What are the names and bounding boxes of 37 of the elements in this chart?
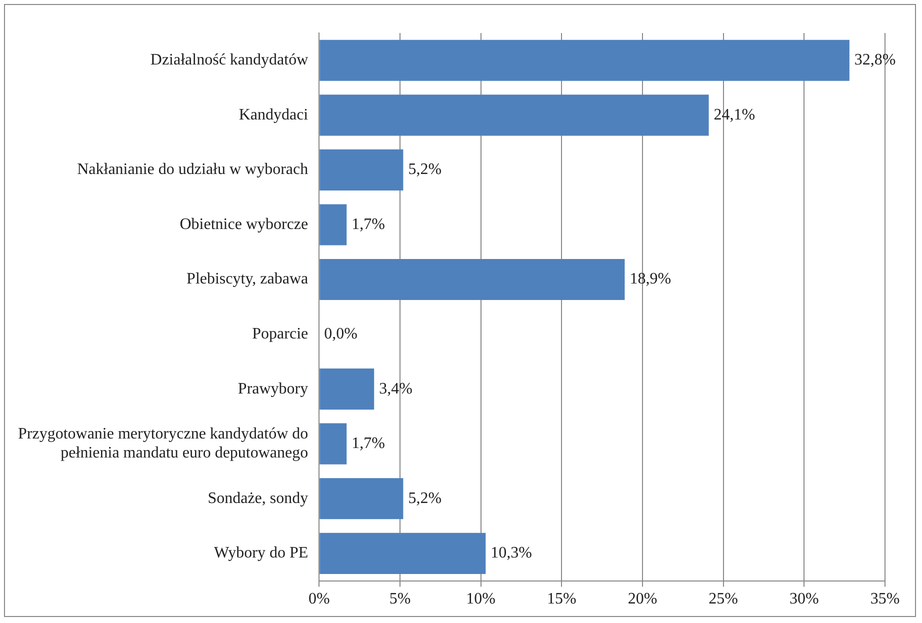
y-tick-label: Prawybory <box>238 380 308 398</box>
bar <box>320 258 625 300</box>
y-tick-label: Nakłanianie do udziału w wyborach <box>77 161 308 178</box>
x-tick-label: 25% <box>708 590 738 608</box>
data-label: 24,1% <box>714 106 756 124</box>
data-label: 18,9% <box>630 270 672 288</box>
x-tick-label: 5% <box>389 590 411 608</box>
bar <box>320 423 347 464</box>
x-tick-label: 20% <box>628 590 658 608</box>
bar <box>320 532 486 574</box>
x-tick-label: 30% <box>790 590 819 608</box>
data-label: 10,3% <box>490 544 532 562</box>
x-tick-label: 35% <box>870 590 900 608</box>
data-label: 0,0% <box>324 325 358 342</box>
x-tick-label: 0% <box>308 590 330 608</box>
y-tick-label: Sondaże, sondy <box>208 490 308 507</box>
y-tick-label: Przygotowanie merytoryczne kandydatów do pełnienia mandatu euro deputowanego <box>18 425 308 462</box>
data-label: 5,2% <box>408 490 442 507</box>
y-tick-label: Wybory do PE <box>214 544 308 562</box>
bar <box>320 478 404 520</box>
bar <box>320 40 850 81</box>
y-tick-label: Obietnice wyborcze <box>180 216 308 233</box>
y-tick-label: Kandydaci <box>238 106 309 124</box>
x-tick-label: 10% <box>466 590 496 608</box>
data-label: 32,8% <box>854 52 896 69</box>
bar <box>320 368 374 410</box>
x-tick-label: 15% <box>546 590 576 608</box>
bar <box>320 149 404 190</box>
bar <box>320 204 347 246</box>
data-label: 3,4% <box>379 380 412 398</box>
data-label: 1,7% <box>352 435 385 452</box>
y-tick-label: Poparcie <box>252 325 308 342</box>
data-label: 1,7% <box>352 216 385 233</box>
bar <box>320 94 709 136</box>
y-tick-label: Działalność kandydatów <box>150 52 309 69</box>
y-tick-label: Plebiscyty, zabawa <box>186 270 308 288</box>
data-label: 5,2% <box>408 161 442 178</box>
